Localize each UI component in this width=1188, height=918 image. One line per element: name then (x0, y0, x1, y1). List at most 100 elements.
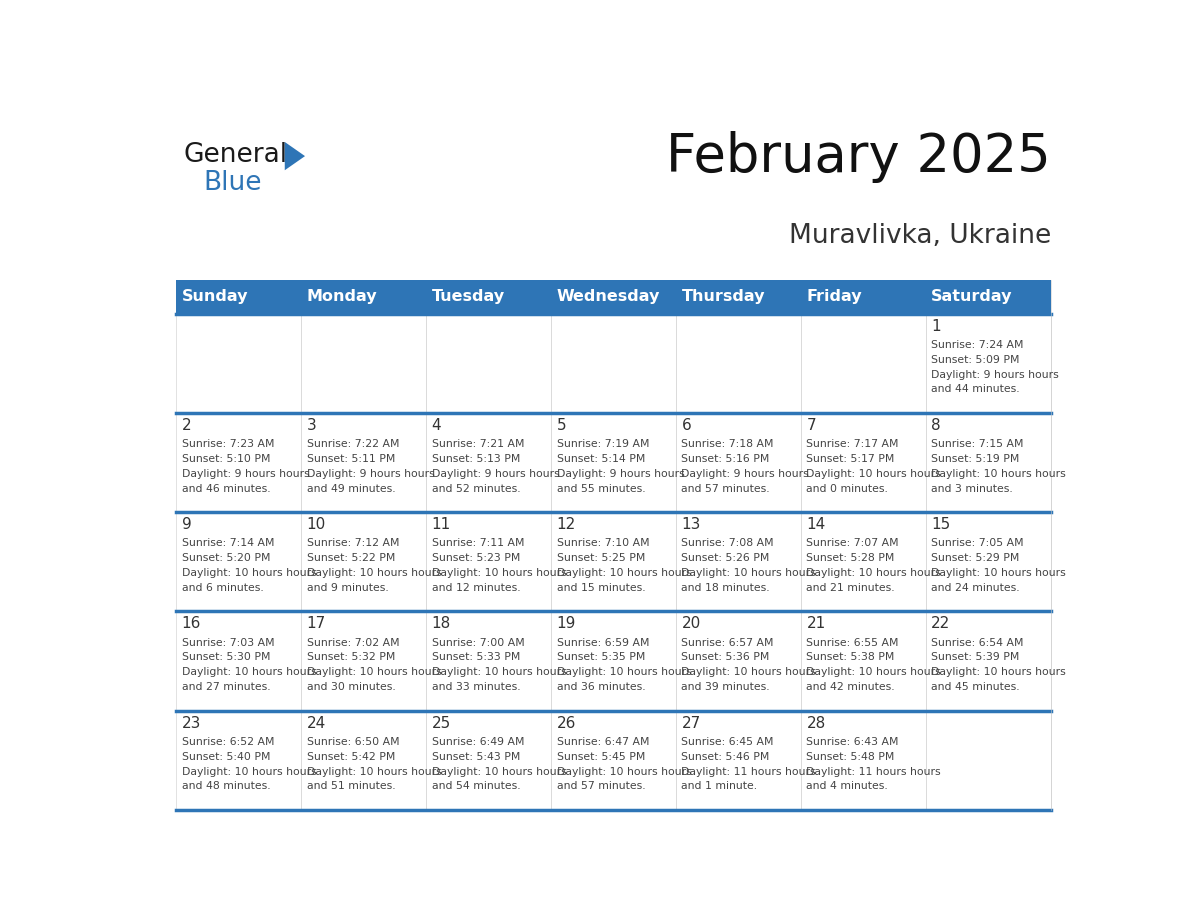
Text: and 6 minutes.: and 6 minutes. (182, 583, 264, 593)
Text: Sunrise: 7:22 AM: Sunrise: 7:22 AM (307, 439, 399, 449)
Text: 16: 16 (182, 616, 201, 632)
Text: Sunrise: 7:15 AM: Sunrise: 7:15 AM (931, 439, 1024, 449)
Text: Sunset: 5:39 PM: Sunset: 5:39 PM (931, 653, 1019, 663)
Text: 23: 23 (182, 716, 201, 731)
Bar (801, 611, 925, 711)
Text: Sunrise: 7:00 AM: Sunrise: 7:00 AM (431, 638, 524, 647)
Text: Daylight: 9 hours hours: Daylight: 9 hours hours (682, 469, 809, 479)
Text: Sunset: 5:29 PM: Sunset: 5:29 PM (931, 554, 1019, 564)
Text: Daylight: 10 hours hours: Daylight: 10 hours hours (431, 767, 567, 777)
Text: Friday: Friday (807, 289, 862, 304)
Text: Sunset: 5:23 PM: Sunset: 5:23 PM (431, 554, 520, 564)
Text: Sunrise: 7:14 AM: Sunrise: 7:14 AM (182, 538, 274, 548)
Text: and 0 minutes.: and 0 minutes. (807, 484, 889, 494)
Bar (176, 711, 301, 810)
Text: Saturday: Saturday (931, 289, 1013, 304)
Text: Sunrise: 6:59 AM: Sunrise: 6:59 AM (556, 638, 649, 647)
Text: Sunset: 5:40 PM: Sunset: 5:40 PM (182, 752, 270, 762)
Bar (176, 611, 301, 711)
Text: and 36 minutes.: and 36 minutes. (556, 682, 645, 692)
Text: and 57 minutes.: and 57 minutes. (556, 781, 645, 791)
Text: and 33 minutes.: and 33 minutes. (431, 682, 520, 692)
Text: 4: 4 (431, 418, 441, 433)
Text: Sunset: 5:26 PM: Sunset: 5:26 PM (682, 554, 770, 564)
Bar (426, 512, 551, 611)
Text: Daylight: 10 hours hours: Daylight: 10 hours hours (556, 667, 691, 677)
Bar (801, 512, 925, 611)
Text: 6: 6 (682, 418, 691, 433)
Text: Daylight: 11 hours hours: Daylight: 11 hours hours (807, 767, 941, 777)
Bar (551, 280, 676, 314)
Text: and 1 minute.: and 1 minute. (682, 781, 758, 791)
Bar (925, 611, 1051, 711)
Text: Sunset: 5:28 PM: Sunset: 5:28 PM (807, 554, 895, 564)
Text: 5: 5 (556, 418, 567, 433)
Text: Daylight: 10 hours hours: Daylight: 10 hours hours (182, 667, 316, 677)
Bar (426, 711, 551, 810)
Text: Sunset: 5:13 PM: Sunset: 5:13 PM (431, 454, 520, 464)
Text: Sunrise: 7:12 AM: Sunrise: 7:12 AM (307, 538, 399, 548)
Text: Sunset: 5:11 PM: Sunset: 5:11 PM (307, 454, 394, 464)
Text: and 12 minutes.: and 12 minutes. (431, 583, 520, 593)
Text: and 39 minutes.: and 39 minutes. (682, 682, 770, 692)
Text: Daylight: 10 hours hours: Daylight: 10 hours hours (307, 667, 442, 677)
Text: and 4 minutes.: and 4 minutes. (807, 781, 889, 791)
Text: Sunset: 5:10 PM: Sunset: 5:10 PM (182, 454, 270, 464)
Text: and 46 minutes.: and 46 minutes. (182, 484, 271, 494)
Text: Sunset: 5:38 PM: Sunset: 5:38 PM (807, 653, 895, 663)
Text: Daylight: 10 hours hours: Daylight: 10 hours hours (682, 568, 816, 578)
Text: and 9 minutes.: and 9 minutes. (307, 583, 388, 593)
Bar (551, 413, 676, 512)
Bar (426, 611, 551, 711)
Text: and 48 minutes.: and 48 minutes. (182, 781, 271, 791)
Text: Sunset: 5:19 PM: Sunset: 5:19 PM (931, 454, 1019, 464)
Text: Sunrise: 7:17 AM: Sunrise: 7:17 AM (807, 439, 899, 449)
Text: Sunrise: 7:10 AM: Sunrise: 7:10 AM (556, 538, 649, 548)
Bar (676, 711, 801, 810)
Text: Sunrise: 6:54 AM: Sunrise: 6:54 AM (931, 638, 1024, 647)
Text: 20: 20 (682, 616, 701, 632)
Text: Tuesday: Tuesday (431, 289, 505, 304)
Text: and 42 minutes.: and 42 minutes. (807, 682, 895, 692)
Bar (676, 413, 801, 512)
Text: 19: 19 (556, 616, 576, 632)
Text: and 54 minutes.: and 54 minutes. (431, 781, 520, 791)
Text: and 18 minutes.: and 18 minutes. (682, 583, 770, 593)
Text: Sunrise: 6:55 AM: Sunrise: 6:55 AM (807, 638, 899, 647)
Text: Sunrise: 7:24 AM: Sunrise: 7:24 AM (931, 340, 1024, 350)
Text: Sunrise: 6:50 AM: Sunrise: 6:50 AM (307, 737, 399, 747)
Text: Sunset: 5:46 PM: Sunset: 5:46 PM (682, 752, 770, 762)
Text: 2: 2 (182, 418, 191, 433)
Bar (176, 314, 301, 413)
Text: 10: 10 (307, 517, 326, 532)
Text: Sunset: 5:20 PM: Sunset: 5:20 PM (182, 554, 270, 564)
Text: Sunrise: 7:21 AM: Sunrise: 7:21 AM (431, 439, 524, 449)
Text: Sunset: 5:33 PM: Sunset: 5:33 PM (431, 653, 520, 663)
Text: Daylight: 10 hours hours: Daylight: 10 hours hours (307, 767, 442, 777)
Text: Sunset: 5:45 PM: Sunset: 5:45 PM (556, 752, 645, 762)
Text: Sunrise: 7:07 AM: Sunrise: 7:07 AM (807, 538, 899, 548)
Text: Daylight: 10 hours hours: Daylight: 10 hours hours (807, 667, 941, 677)
Text: and 24 minutes.: and 24 minutes. (931, 583, 1020, 593)
Text: Daylight: 11 hours hours: Daylight: 11 hours hours (682, 767, 816, 777)
Text: 15: 15 (931, 517, 950, 532)
Text: Daylight: 10 hours hours: Daylight: 10 hours hours (307, 568, 442, 578)
Text: 3: 3 (307, 418, 316, 433)
Bar (301, 611, 426, 711)
Text: 11: 11 (431, 517, 450, 532)
Text: Daylight: 10 hours hours: Daylight: 10 hours hours (556, 568, 691, 578)
Text: Sunset: 5:32 PM: Sunset: 5:32 PM (307, 653, 394, 663)
Text: and 55 minutes.: and 55 minutes. (556, 484, 645, 494)
Text: Sunrise: 7:11 AM: Sunrise: 7:11 AM (431, 538, 524, 548)
Text: Daylight: 10 hours hours: Daylight: 10 hours hours (931, 469, 1066, 479)
Text: 28: 28 (807, 716, 826, 731)
Text: and 52 minutes.: and 52 minutes. (431, 484, 520, 494)
Polygon shape (285, 142, 305, 170)
Text: 25: 25 (431, 716, 450, 731)
Text: Daylight: 10 hours hours: Daylight: 10 hours hours (431, 568, 567, 578)
Text: Sunrise: 6:57 AM: Sunrise: 6:57 AM (682, 638, 773, 647)
Bar (676, 512, 801, 611)
Text: Sunset: 5:25 PM: Sunset: 5:25 PM (556, 554, 645, 564)
Bar (551, 611, 676, 711)
Bar (426, 314, 551, 413)
